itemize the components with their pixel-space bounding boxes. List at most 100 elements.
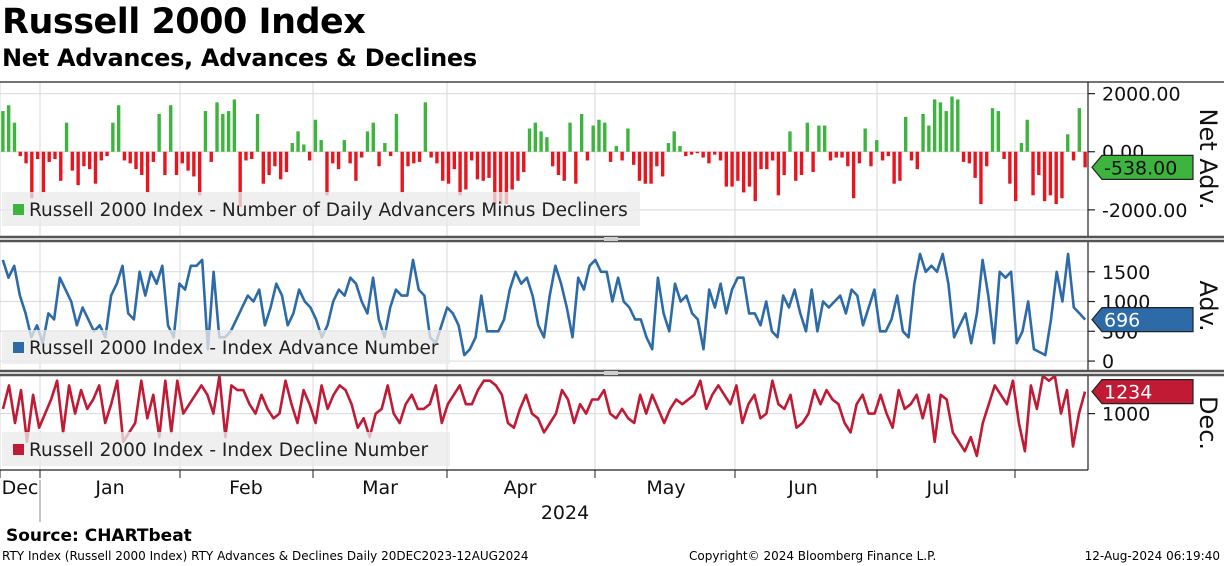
net-advance-bar: [400, 151, 404, 193]
x-tick-label: Jun: [787, 477, 818, 499]
last-value-label: -538.00: [1104, 157, 1177, 179]
x-year-label: 2024: [541, 502, 589, 524]
net-advance-bar: [215, 102, 219, 152]
net-advance-bar: [608, 151, 613, 162]
net-advance-bar: [857, 151, 862, 164]
net-advance-bar: [93, 151, 98, 184]
net-advance-bar: [736, 151, 740, 181]
net-advance-bar: [741, 151, 746, 193]
net-advance-bar: [88, 151, 92, 170]
net-advance-bar: [851, 151, 856, 199]
net-advance-bar: [684, 151, 688, 157]
net-advance-bar: [221, 113, 225, 152]
net-advance-bar: [545, 137, 549, 152]
net-advance-bar: [585, 151, 590, 161]
net-advance-bar: [284, 151, 289, 173]
net-advance-bar: [354, 151, 358, 181]
net-advance-bar: [516, 151, 520, 181]
net-advance-bar: [799, 151, 804, 175]
page-title: Russell 2000 Index: [2, 2, 366, 42]
net-advance-bar: [695, 151, 700, 154]
net-advance-bar: [475, 151, 480, 180]
net-advance-bar: [597, 119, 601, 152]
separator-handle: [604, 371, 618, 375]
net-advance-bar: [863, 128, 867, 152]
net-advance-bar: [776, 151, 781, 196]
advance-series-line: [1, 252, 1087, 357]
net-advance-bar: [244, 151, 248, 161]
net-advance-bar: [169, 105, 173, 152]
legend-label: Russell 2000 Index - Index Advance Numbe…: [29, 338, 439, 359]
net-advance-bar: [371, 122, 375, 152]
net-advance-bar: [678, 145, 682, 152]
net-advance-bar: [360, 151, 364, 158]
net-advance-bar: [290, 143, 294, 152]
net-advance-bar: [932, 99, 937, 152]
net-advance-bar: [35, 151, 40, 159]
net-advance-bar: [469, 151, 474, 161]
net-advance-bar: [192, 151, 196, 177]
net-advance-bar: [1060, 151, 1064, 199]
net-advance-bar: [1031, 151, 1035, 196]
net-advance-bar: [435, 151, 439, 164]
net-advance-bar: [82, 151, 86, 167]
last-value-label: 1234: [1104, 382, 1152, 404]
net-advance-bar: [6, 105, 11, 152]
net-advance-bar: [730, 151, 734, 187]
net-advance-bar: [568, 122, 572, 152]
page-subtitle: Net Advances, Advances & Declines: [2, 44, 477, 72]
net-advance-bar: [209, 151, 213, 162]
x-tick-label: Jan: [94, 477, 124, 499]
net-advance-bar: [527, 128, 532, 152]
y-tick-label: 2000.00: [1102, 84, 1181, 106]
net-advance-bar: [603, 122, 607, 152]
net-advance-bar: [481, 151, 485, 181]
footer-description: RTY Index (Russell 2000 Index) RTY Advan…: [2, 549, 529, 563]
net-advance-bar: [1008, 151, 1012, 184]
legend-box: [2, 330, 450, 364]
net-advance-bar: [493, 151, 497, 205]
net-advance-bar: [834, 151, 838, 158]
net-advance-bar: [898, 151, 902, 181]
axis-title: Net Adv.: [1194, 109, 1222, 210]
net-advance-bar: [140, 151, 144, 175]
net-advance-bar: [626, 128, 630, 152]
net-advance-bar: [24, 151, 28, 164]
net-advance-bar: [348, 151, 352, 164]
last-value-tag: [1091, 307, 1194, 333]
net-advance-bar: [637, 151, 642, 181]
legend-box: [2, 432, 450, 466]
net-advance-bar: [226, 111, 231, 152]
net-advance-bar: [909, 151, 914, 161]
net-advance-bar: [828, 151, 833, 161]
footer-copyright: Copyright© 2024 Bloomberg Finance L.P.: [689, 549, 937, 563]
net-advance-bar: [967, 151, 972, 164]
net-advance-bar: [319, 140, 323, 152]
net-advance-bar: [880, 151, 885, 161]
net-advance-bar: [203, 111, 208, 152]
net-advance-bar: [817, 125, 821, 152]
net-advance-bar: [41, 151, 46, 193]
net-advance-bar: [579, 113, 584, 152]
net-advance-bar: [417, 151, 422, 162]
net-advance-bar: [116, 105, 121, 152]
net-advance-bar: [273, 151, 277, 167]
y-tick-label: -2000.00: [1102, 200, 1187, 222]
net-advance-bar: [539, 131, 543, 152]
legend-swatch: [13, 342, 24, 353]
source-note: Source: CHARTbeat: [6, 526, 192, 546]
net-advance-bar: [591, 125, 595, 152]
net-advance-bar: [921, 113, 925, 152]
legend-label: Russell 2000 Index - Number of Daily Adv…: [29, 200, 628, 221]
net-advance-bar: [111, 122, 115, 152]
net-advance-bar: [985, 151, 989, 167]
net-advance-bar: [1019, 143, 1024, 152]
net-advance-bar: [151, 151, 156, 162]
last-value-label: 696: [1104, 310, 1140, 332]
net-advance-bar: [76, 151, 80, 186]
net-advance-bar: [562, 151, 566, 181]
x-tick-label: Apr: [504, 477, 537, 499]
net-advance-bar: [1002, 151, 1006, 159]
legend-swatch: [13, 444, 24, 455]
net-advance-bar: [429, 151, 433, 158]
